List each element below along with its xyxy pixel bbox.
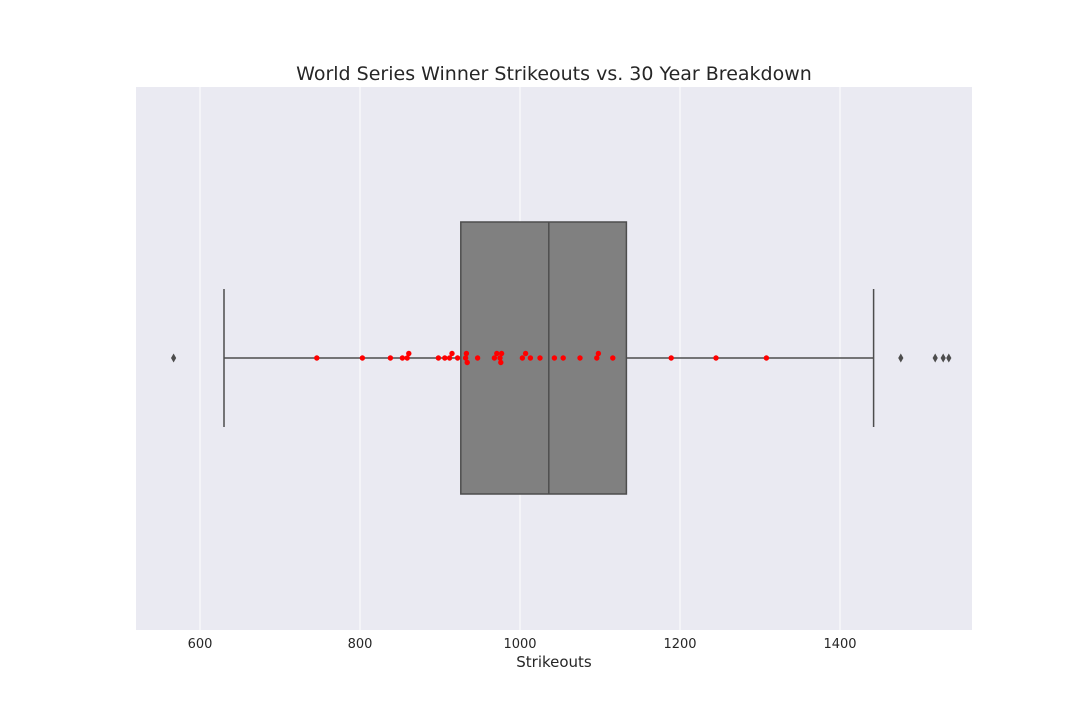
winner-point xyxy=(610,355,616,361)
x-tick-label: 800 xyxy=(348,637,373,652)
winner-point xyxy=(537,355,543,361)
winner-point xyxy=(314,355,320,361)
winner-point xyxy=(527,355,534,361)
winner-point xyxy=(498,359,504,366)
winner-point xyxy=(442,355,448,361)
winner-point xyxy=(446,355,453,361)
x-tick-label: 1200 xyxy=(663,637,696,652)
winner-point xyxy=(404,355,410,361)
winner-point xyxy=(406,350,412,357)
winner-point xyxy=(435,355,442,361)
winner-point xyxy=(560,355,566,361)
winner-point xyxy=(399,355,406,361)
iqr-box xyxy=(460,221,628,495)
outlier-point xyxy=(932,353,938,363)
winner-point xyxy=(462,355,469,361)
winner-point xyxy=(463,350,470,357)
winner-point xyxy=(464,359,470,366)
winner-point xyxy=(522,350,529,357)
winner-point xyxy=(449,350,455,357)
x-axis-label: Strikeouts xyxy=(516,653,592,671)
x-tick-label: 600 xyxy=(188,637,213,652)
winner-point xyxy=(713,355,719,361)
winner-point xyxy=(763,355,770,361)
winner-point xyxy=(668,355,674,361)
x-tick-label: 1400 xyxy=(823,637,856,652)
winner-point xyxy=(454,355,461,361)
outlier-point xyxy=(898,353,904,363)
outliers xyxy=(171,353,952,363)
winner-point xyxy=(491,355,498,361)
winner-point xyxy=(519,355,526,361)
chart-title: World Series Winner Strikeouts vs. 30 Ye… xyxy=(296,63,812,85)
winner-point xyxy=(577,355,583,361)
winner-point xyxy=(595,350,602,357)
outlier-point xyxy=(940,353,946,363)
winner-point xyxy=(497,355,503,361)
outlier-point xyxy=(171,353,177,363)
winner-point xyxy=(387,355,394,361)
winner-point xyxy=(359,355,366,361)
winner-point xyxy=(494,350,500,357)
winner-point xyxy=(474,355,481,361)
winner-points xyxy=(314,350,770,366)
outlier-point xyxy=(946,353,952,363)
x-tick-label: 1000 xyxy=(503,637,536,652)
x-axis-ticks: 600 800 1000 1200 1400 xyxy=(188,637,857,652)
winner-point xyxy=(594,355,600,361)
winner-point xyxy=(551,355,558,361)
winner-point xyxy=(498,350,505,357)
